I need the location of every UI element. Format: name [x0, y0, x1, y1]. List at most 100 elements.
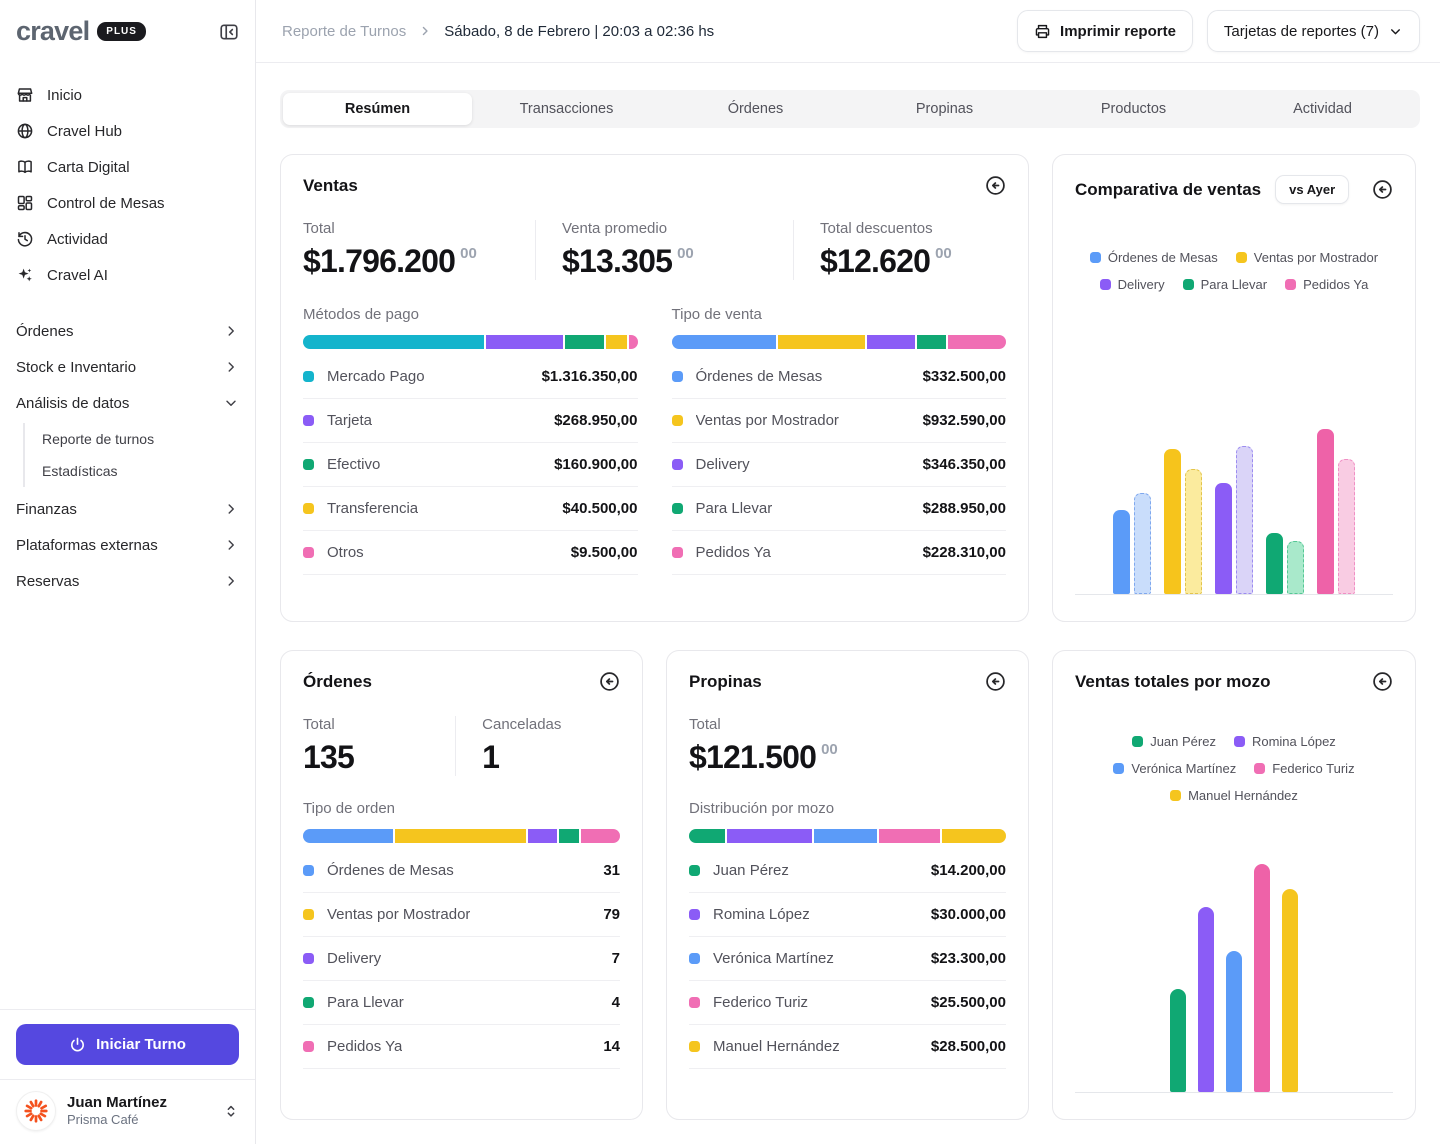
breadcrumb-current: Sábado, 8 de Febrero | 20:03 a 02:36 hs	[444, 22, 715, 40]
list-item: Juan Pérez $14.200,00	[689, 849, 1006, 893]
orders-card: Órdenes Total 135 Canceladas 1 Tipo de	[280, 650, 643, 1120]
color-dot	[303, 459, 314, 470]
color-dot	[303, 865, 314, 876]
stat-value: $1.796.200 00	[303, 243, 477, 279]
row-label: Para Llevar	[327, 994, 404, 1011]
stat-label: Total descuentos	[820, 220, 933, 237]
tab-ordenes[interactable]: Órdenes	[727, 101, 784, 117]
row-label: Órdenes de Mesas	[695, 368, 823, 385]
stat-label: Total	[303, 716, 335, 733]
vs-ayer-badge[interactable]: vs Ayer	[1275, 175, 1350, 204]
print-report-button[interactable]: Imprimir reporte	[1017, 10, 1193, 52]
tab-productos[interactable]: Productos	[1100, 101, 1167, 117]
stat-value: $121.500 00	[689, 739, 838, 775]
color-dot	[671, 371, 683, 382]
expand-icon[interactable]	[985, 671, 1006, 692]
expand-icon[interactable]	[985, 175, 1006, 196]
row-value: $9.500,00	[570, 544, 638, 561]
list-item: Delivery 7	[303, 937, 620, 981]
user-menu[interactable]: Juan Martínez Prisma Café	[0, 1080, 255, 1144]
chevron-right-icon	[223, 359, 239, 375]
book-open-icon	[16, 158, 34, 176]
bar-segment	[727, 829, 813, 843]
expand-icon[interactable]	[1372, 179, 1393, 200]
tab-transacciones[interactable]: Transacciones	[519, 101, 614, 117]
color-dot	[303, 371, 314, 382]
sidebar-item-carta-digital[interactable]: Carta Digital	[16, 149, 239, 185]
logo-row: cravel PLUS	[0, 0, 255, 55]
list-item: Verónica Martínez $23.300,00	[689, 937, 1006, 981]
list-item: Pedidos Ya $228.310,00	[671, 531, 1006, 575]
topbar: Reporte de Turnos Sábado, 8 de Febrero |…	[256, 0, 1440, 63]
tab-actividad[interactable]: Actividad	[1293, 101, 1352, 117]
row-label: Mercado Pago	[327, 368, 425, 385]
row-label: Efectivo	[327, 456, 381, 473]
breadcrumb-root[interactable]: Reporte de Turnos	[282, 22, 407, 40]
legend-item: Delivery	[1099, 277, 1165, 292]
color-dot	[671, 459, 683, 470]
tab-propinas[interactable]: Propinas	[915, 101, 974, 117]
stat-value: $13.305 00	[562, 243, 694, 279]
stat-total: Total $1.796.200 00	[303, 220, 535, 280]
sidebar-item-reporte-de-turnos[interactable]: Reporte de turnos	[42, 423, 239, 455]
row-value: $268.950,00	[554, 412, 638, 429]
sidebar-item-cravel-ai[interactable]: Cravel AI	[16, 257, 239, 293]
expand-icon[interactable]	[1372, 671, 1393, 692]
sidebar-section-label: Finanzas	[16, 500, 77, 518]
sidebar-section-label: Stock e Inventario	[16, 358, 137, 376]
row-value: $40.500,00	[562, 500, 638, 517]
report-cards-dropdown[interactable]: Tarjetas de reportes (7)	[1206, 10, 1420, 52]
row-value: $30.000,00	[930, 906, 1006, 923]
sale-type-section: Tipo de venta Órdenes de Mesas $332.500,0…	[671, 306, 1006, 575]
color-dot	[1170, 790, 1182, 801]
sales-by-waiter-card: Ventas totales por mozo Juan Pérez Romin…	[1052, 650, 1416, 1120]
stat-venta-promedio: Venta promedio $13.305 00	[535, 220, 793, 280]
chart-baseline	[1075, 1092, 1393, 1093]
waiter-bar	[1254, 864, 1270, 1092]
sidebar-subitem-label: Reporte de turnos	[42, 431, 155, 447]
bar-today	[1215, 483, 1232, 594]
sidebar-item-stock-inventario[interactable]: Stock e Inventario	[16, 349, 239, 385]
bar-segment	[671, 335, 777, 349]
sidebar-item-label: Cravel Hub	[47, 122, 123, 140]
waiter-chart	[1075, 864, 1393, 1093]
tab-resumen[interactable]: Resúmen	[283, 93, 472, 125]
bar-group	[1266, 429, 1304, 594]
sidebar-item-actividad[interactable]: Actividad	[16, 221, 239, 257]
expand-icon[interactable]	[599, 671, 620, 692]
sidebar-item-cravel-hub[interactable]: Cravel Hub	[16, 113, 239, 149]
bar-yesterday	[1185, 468, 1202, 594]
sidebar-item-label: Cravel AI	[47, 266, 108, 284]
color-dot	[671, 503, 683, 514]
sidebar-item-reservas[interactable]: Reservas	[16, 563, 239, 599]
sidebar-item-control-de-mesas[interactable]: Control de Mesas	[16, 185, 239, 221]
row-label: Delivery	[695, 456, 750, 473]
waiter-bar	[1198, 907, 1214, 1092]
sidebar-section-label: Análisis de datos	[16, 394, 130, 412]
bar-group	[1317, 429, 1355, 594]
bar-today	[1164, 448, 1181, 594]
stat-tips-total: Total $121.500 00	[689, 716, 862, 776]
ventas-card: Ventas Total $1.796.200 00 Venta promedio…	[280, 154, 1029, 622]
breadcrumb-separator-icon	[418, 24, 432, 38]
sidebar-item-label: Actividad	[47, 230, 108, 248]
sidebar-item-plataformas-externas[interactable]: Plataformas externas	[16, 527, 239, 563]
legend-item: Romina López	[1233, 734, 1336, 749]
stat-label: Venta promedio	[562, 220, 668, 237]
sidebar-item-analisis-datos[interactable]: Análisis de datos	[16, 385, 239, 421]
sidebar-item-inicio[interactable]: Inicio	[16, 77, 239, 113]
legend-item: Juan Pérez	[1132, 734, 1216, 749]
row-label: Romina López	[713, 906, 810, 923]
waiter-bar	[1282, 889, 1298, 1092]
sidebar-collapse-icon[interactable]	[219, 22, 239, 42]
sidebar-item-ordenes[interactable]: Órdenes	[16, 313, 239, 349]
bar-segment	[564, 335, 605, 349]
start-shift-button[interactable]: Iniciar Turno	[16, 1024, 239, 1065]
color-dot	[1113, 763, 1125, 774]
sidebar-item-estadisticas[interactable]: Estadísticas	[42, 455, 239, 487]
sidebar-item-finanzas[interactable]: Finanzas	[16, 491, 239, 527]
legend-item: Verónica Martínez	[1113, 761, 1236, 776]
color-dot	[689, 1041, 700, 1052]
color-dot	[689, 865, 700, 876]
bar-group	[1113, 429, 1151, 594]
